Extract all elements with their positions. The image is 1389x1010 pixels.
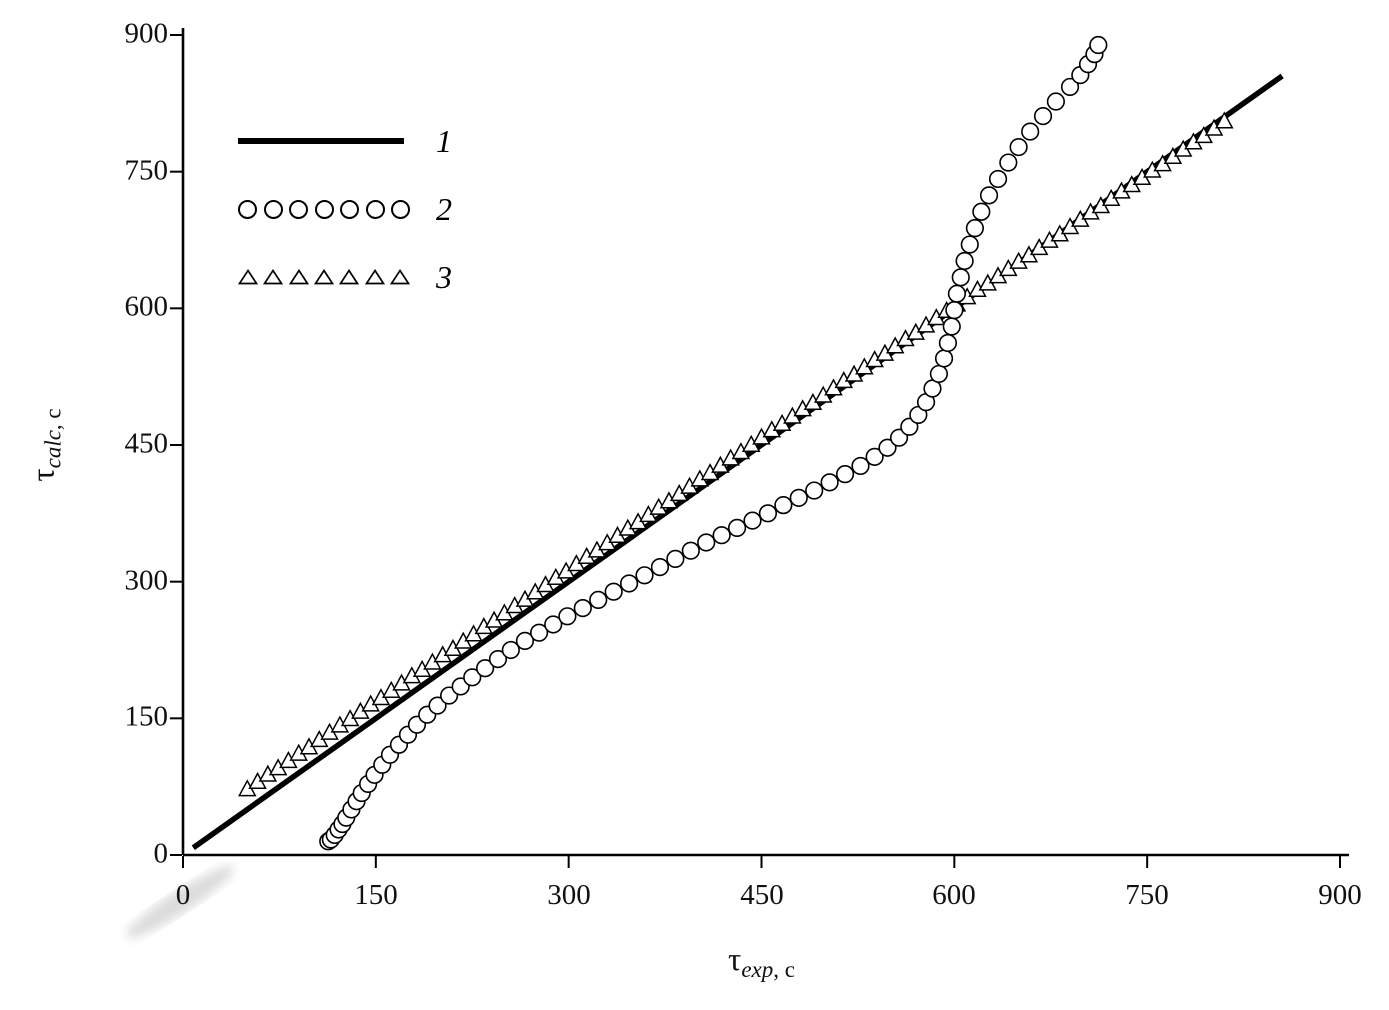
y-tick-label: 900 <box>124 17 169 50</box>
triangle-swatches <box>238 268 410 286</box>
scan-smudge-artifact <box>125 865 235 939</box>
y-axis-unit: , c <box>40 408 66 431</box>
circle-marker-icon <box>314 199 334 219</box>
x-tick-label: 0 <box>175 879 191 911</box>
circle-marker-icon <box>391 199 410 219</box>
y-tick-label: 750 <box>124 154 169 187</box>
triangle-marker-icon <box>339 268 360 285</box>
y-axis-subscript: calc <box>40 430 66 469</box>
line-sample-icon <box>238 138 404 144</box>
circle-marker-icon <box>365 199 385 219</box>
circle-marker-icon <box>340 199 359 219</box>
triangle-marker-icon <box>238 268 258 285</box>
y-tick-label: 300 <box>124 564 169 597</box>
legend-label-1: 1 <box>436 122 452 159</box>
y-tick-label: 450 <box>124 427 169 460</box>
y-axis-symbol: τ <box>25 468 62 482</box>
legend-item-circles: 2 <box>238 186 452 232</box>
x-axis-subscript: exp <box>741 957 774 982</box>
x-tick-label: 450 <box>740 879 784 911</box>
y-tick-label: 600 <box>124 290 169 323</box>
y-axis-tick-labels: 0 150 300 450 600 750 900 <box>78 0 169 1010</box>
circle-marker-icon <box>289 199 308 219</box>
x-tick-label: 900 <box>1318 879 1362 911</box>
legend-item-line: 1 <box>238 118 452 164</box>
line-swatch <box>238 138 410 144</box>
x-tick-label: 300 <box>547 879 591 911</box>
x-tick-label: 600 <box>932 879 976 911</box>
axes <box>170 28 1349 868</box>
triangle-marker-icon <box>364 268 385 285</box>
series-3-triangles <box>238 111 1234 797</box>
legend-item-triangles: 3 <box>238 254 452 300</box>
triangle-marker-icon <box>263 268 284 285</box>
triangle-marker-icon <box>313 268 334 285</box>
circle-swatches <box>238 199 410 219</box>
triangle-marker-icon <box>288 268 309 285</box>
x-axis-symbol: τ <box>728 942 742 978</box>
y-axis-label: τcalc, c <box>25 408 66 482</box>
x-axis-label: τexp, c <box>183 942 1340 982</box>
series-2-circles <box>319 35 1108 851</box>
triangle-marker-icon <box>389 268 410 285</box>
x-tick-label: 750 <box>1125 879 1169 911</box>
circle-marker-icon <box>263 199 283 219</box>
x-tick-label: 150 <box>354 879 398 911</box>
x-axis-tick-labels: 0 150 300 450 600 750 900 <box>0 878 1389 920</box>
legend-label-2: 2 <box>436 190 452 227</box>
circle-marker-icon <box>238 199 257 219</box>
legend-label-3: 3 <box>436 258 452 295</box>
y-tick-label: 150 <box>124 700 169 733</box>
legend: 1 2 3 <box>238 118 452 322</box>
x-axis-unit: , c <box>773 957 795 982</box>
y-tick-label: 0 <box>153 837 169 870</box>
